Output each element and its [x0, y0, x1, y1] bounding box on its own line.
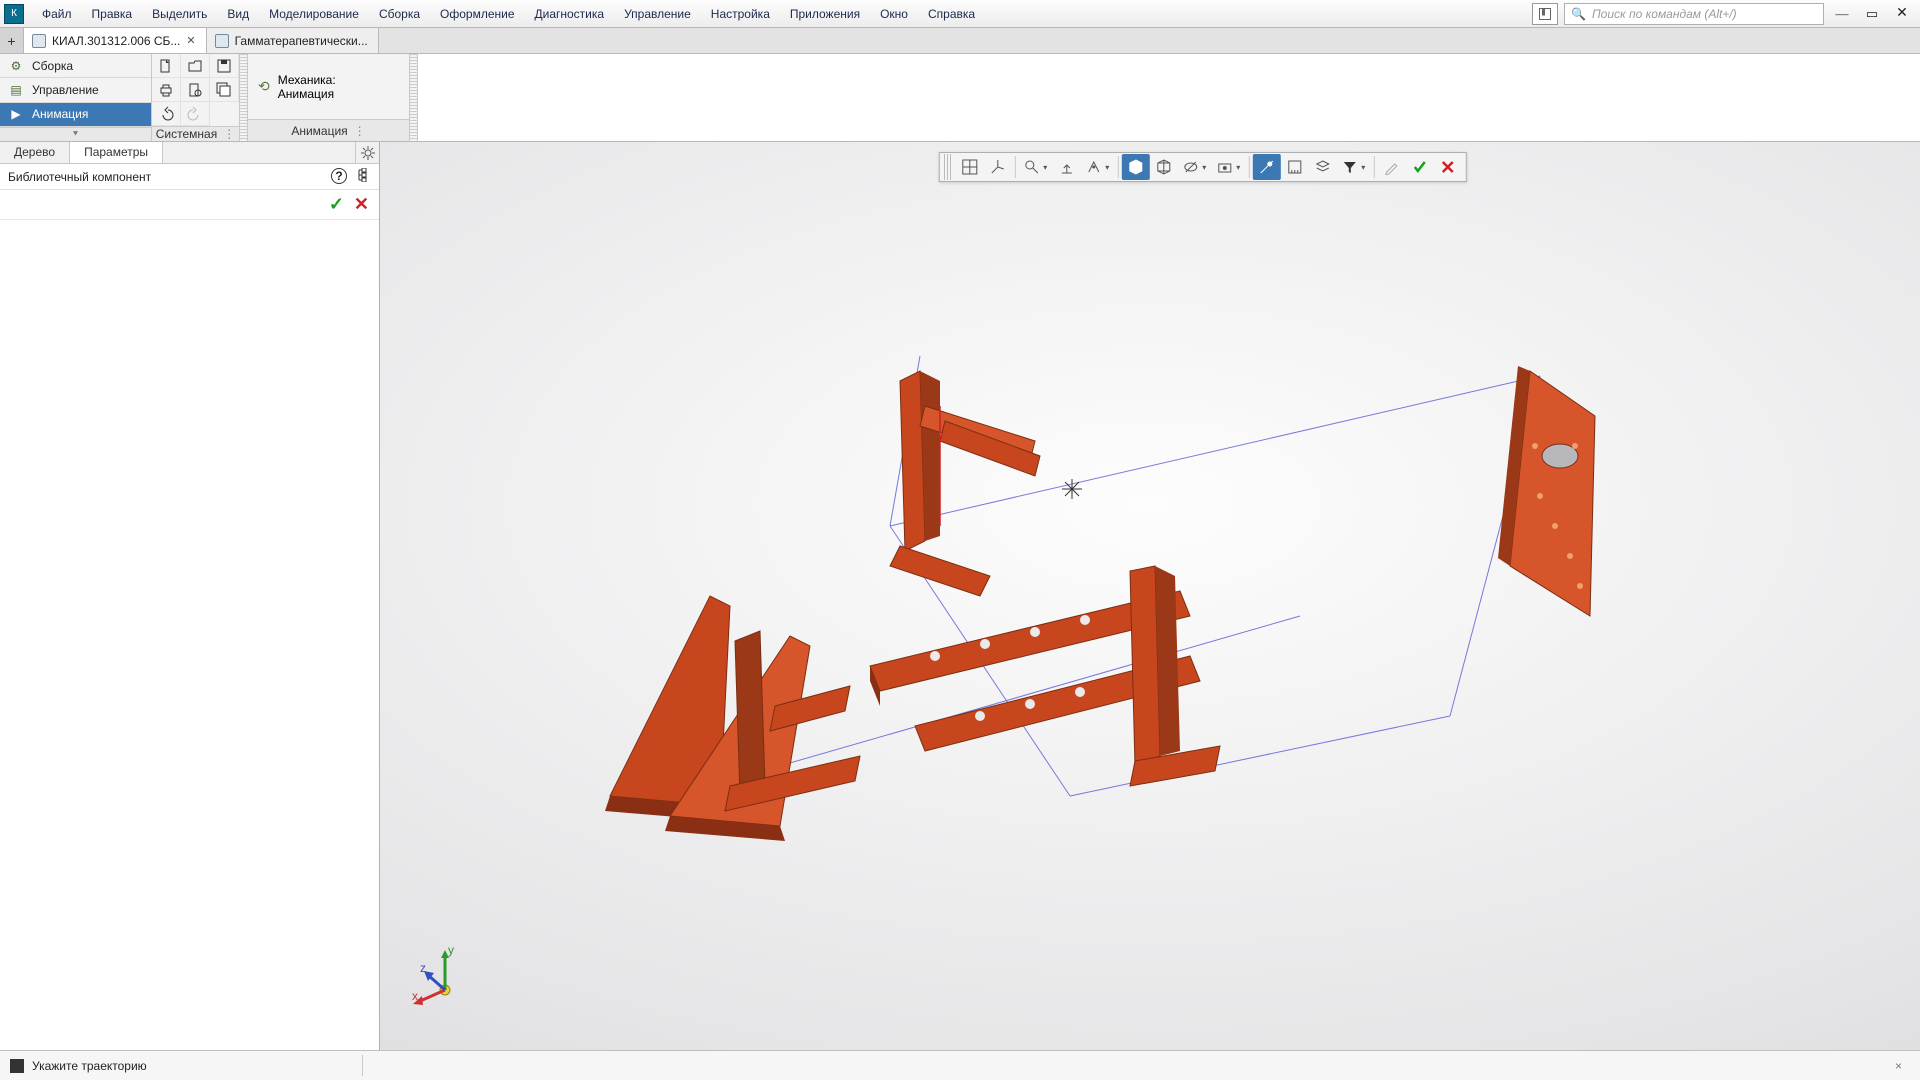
menu-modeling[interactable]: Моделирование — [259, 3, 369, 25]
bookmark-icon[interactable] — [1532, 3, 1558, 25]
section-handle-2[interactable] — [410, 54, 418, 141]
status-bar: Укажите траекторию × — [0, 1050, 1920, 1080]
panel-settings-button[interactable] — [355, 142, 379, 163]
menu-diagnostics[interactable]: Диагностика — [525, 3, 615, 25]
menu-settings[interactable]: Настройка — [701, 3, 780, 25]
menu-window[interactable]: Окно — [870, 3, 918, 25]
menu-manage[interactable]: Управление — [614, 3, 701, 25]
quick-toolbar: Системная⋮ — [152, 54, 240, 141]
menu-help[interactable]: Справка — [918, 3, 985, 25]
tab-1[interactable]: КИАЛ.301312.006 СБ... ✕ — [24, 28, 207, 53]
assembly-icon: ⚙ — [8, 58, 24, 74]
status-text: Укажите траекторию — [32, 1059, 147, 1073]
redo-button[interactable] — [181, 102, 210, 126]
mode-manage[interactable]: ▤ Управление — [0, 78, 151, 102]
menu-file[interactable]: Файл — [32, 3, 82, 25]
mode-assembly[interactable]: ⚙ Сборка — [0, 54, 151, 78]
saveall-button[interactable] — [210, 78, 239, 102]
cancel-button[interactable]: ✕ — [354, 194, 369, 215]
svg-text:x: x — [412, 989, 418, 1003]
print-button[interactable] — [152, 78, 181, 102]
svg-text:z: z — [420, 961, 426, 975]
close-button[interactable]: ✕ — [1890, 4, 1914, 24]
menu-apps[interactable]: Приложения — [780, 3, 870, 25]
new-button[interactable] — [152, 54, 181, 78]
command-search[interactable]: 🔍 Поиск по командам (Alt+/) — [1564, 3, 1824, 25]
manage-icon: ▤ — [8, 82, 24, 98]
mechanics-icon: ⟲ — [258, 78, 270, 95]
status-close[interactable]: × — [1887, 1059, 1910, 1073]
section-footer: Анимация⋮ — [248, 119, 409, 141]
open-button[interactable] — [181, 54, 210, 78]
panel-tab-tree[interactable]: Дерево — [0, 142, 70, 163]
mode-animation-label: Анимация — [32, 107, 88, 121]
panel-header: Библиотечный компонент ? — [0, 164, 379, 190]
panel-body — [0, 220, 379, 1050]
search-icon: 🔍 — [1571, 7, 1586, 21]
animation-icon: ▶ — [8, 106, 24, 122]
section-line1: Механика: — [278, 73, 336, 87]
mode-animation[interactable]: ▶ Анимация — [0, 103, 151, 127]
panel-header-label: Библиотечный компонент — [8, 170, 151, 184]
gear-icon — [361, 146, 375, 160]
tree-icon[interactable] — [357, 168, 371, 185]
mode-list: ⚙ Сборка ▤ Управление ▶ Анимация ⯆ — [0, 54, 152, 141]
app-icon: К — [4, 4, 24, 24]
left-panel: Дерево Параметры Библиотечный компонент … — [0, 142, 380, 1050]
section-handle[interactable] — [240, 54, 248, 141]
panel-actions: ✓ ✕ — [0, 190, 379, 220]
tab-1-close[interactable]: ✕ — [186, 34, 195, 47]
panel-tabs: Дерево Параметры — [0, 142, 379, 164]
help-icon[interactable]: ? — [331, 168, 347, 184]
tab-2-label: Гамматерапевтически... — [235, 34, 368, 48]
svg-text:y: y — [448, 943, 454, 957]
mode-manage-label: Управление — [32, 83, 99, 97]
maximize-button[interactable]: ▭ — [1860, 4, 1884, 24]
quick-label: Системная⋮ — [152, 126, 239, 141]
save-button[interactable] — [210, 54, 239, 78]
tab-2[interactable]: Гамматерапевтически... — [207, 28, 379, 53]
ribbon: ⚙ Сборка ▤ Управление ▶ Анимация ⯆ Системна… — [0, 54, 1920, 142]
search-placeholder: Поиск по командам (Alt+/) — [1592, 7, 1737, 21]
menu-edit[interactable]: Правка — [82, 3, 143, 25]
apply-button[interactable]: ✓ — [329, 194, 344, 215]
menu-bar: К Файл Правка Выделить Вид Моделирование… — [0, 0, 1920, 28]
minimize-button[interactable]: — — [1830, 4, 1854, 24]
new-tab-button[interactable]: + — [0, 28, 24, 53]
menu-drafting[interactable]: Оформление — [430, 3, 524, 25]
mode-expand[interactable]: ⯆ — [0, 127, 151, 141]
panel-tab-params[interactable]: Параметры — [70, 142, 163, 163]
mode-assembly-label: Сборка — [32, 59, 73, 73]
axis-triad: y x z — [410, 940, 480, 1010]
section-line2: Анимация — [278, 87, 336, 101]
tab-1-label: КИАЛ.301312.006 СБ... — [52, 34, 180, 48]
ribbon-section-animation: ⟲ Механика: Анимация Анимация⋮ — [248, 54, 410, 141]
menu-select[interactable]: Выделить — [142, 3, 217, 25]
menu-view[interactable]: Вид — [217, 3, 259, 25]
document-tabs: + КИАЛ.301312.006 СБ... ✕ Гамматерапевти… — [0, 28, 1920, 54]
preview-button[interactable] — [181, 78, 210, 102]
work-area: Дерево Параметры Библиотечный компонент … — [0, 142, 1920, 1050]
menu-assembly[interactable]: Сборка — [369, 3, 430, 25]
model-render — [380, 142, 1920, 1050]
doc-icon — [215, 34, 229, 48]
doc-icon — [32, 34, 46, 48]
3d-viewport[interactable]: y x z — [380, 142, 1920, 1050]
undo-button[interactable] — [152, 102, 181, 126]
status-icon — [10, 1059, 24, 1073]
